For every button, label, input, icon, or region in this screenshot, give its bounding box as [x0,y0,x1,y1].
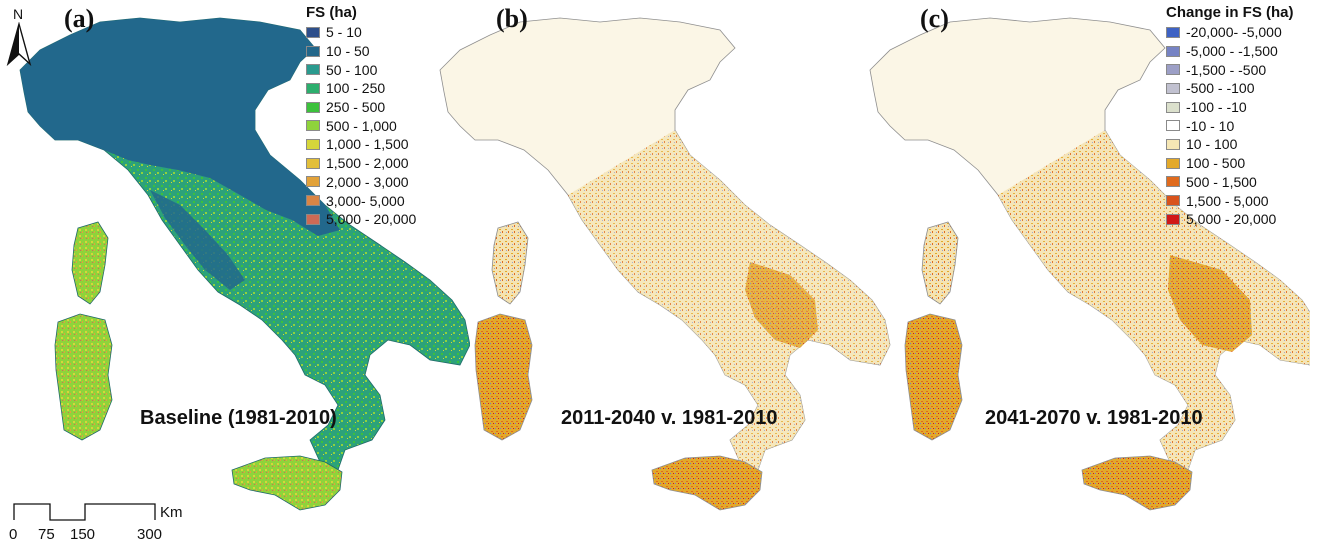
scale-unit: Km [160,504,183,521]
legend-fs-label: 10 - 50 [326,43,370,60]
legend-change-title: Change in FS (ha) [1166,4,1294,21]
legend-fs-label: 500 - 1,000 [326,117,397,134]
legend-change-swatch [1166,101,1180,113]
legend-fs-swatch [306,64,320,76]
caption-2011-2040: 2011-2040 v. 1981-2010 [561,407,778,429]
panel-b: (b) 2011-2040 v. 1981-2010 [410,0,891,550]
legend-fs-item: 100 - 250 [306,79,416,98]
legend-change-label: -5,000 - -1,500 [1186,43,1278,60]
legend-change-item: 10 - 100 [1166,135,1294,154]
panel-letter-c: (c) [920,4,949,33]
legend-fs: FS (ha) 5 - 10 10 - 50 50 - 100 100 - 250 25… [306,4,416,229]
legend-change-label: 500 - 1,500 [1186,173,1257,190]
scale-tick-0: 0 [9,526,18,543]
panel-letter-a: (a) [64,4,95,33]
north-arrow: N [6,6,34,67]
legend-change-swatch [1166,45,1180,57]
legend-fs-swatch [306,45,320,57]
legend-change-item: 500 - 1,500 [1166,173,1294,192]
caption-2041-2070: 2041-2070 v. 1981-2010 [985,407,1203,429]
legend-change-label: -100 - -10 [1186,99,1247,116]
legend-change-swatch [1166,64,1180,76]
legend-change-label: -10 - 10 [1186,117,1235,134]
north-arrow-icon [6,22,32,67]
legend-change-swatch [1166,26,1180,38]
legend-fs-item: 5 - 10 [306,23,416,42]
map-2041-2070 [869,17,1310,511]
legend-fs-swatch [306,213,320,225]
legend-fs-swatch [306,138,320,150]
legend-change-item: -1,500 - -500 [1166,60,1294,79]
panel-letter-b: (b) [496,4,528,33]
legend-fs-swatch [306,176,320,188]
map-2011-2040 [439,17,891,511]
legend-change-label: -20,000- -5,000 [1186,24,1282,41]
legend-change-item: -500 - -100 [1166,79,1294,98]
legend-change-label: 1,500 - 5,000 [1186,192,1269,209]
legend-change-swatch [1166,157,1180,169]
legend-fs-label: 1,000 - 1,500 [326,136,409,153]
legend-change-label: 5,000 - 20,000 [1186,211,1277,228]
legend-fs-swatch [306,120,320,132]
legend-fs-items: 5 - 10 10 - 50 50 - 100 100 - 250 250 - 500 5… [306,23,416,229]
legend-change-item: 1,500 - 5,000 [1166,191,1294,210]
scale-tick-300: 300 [137,526,163,543]
legend-fs-item: 3,000- 5,000 [306,191,416,210]
legend-fs-item: 1,500 - 2,000 [306,154,416,173]
legend-fs-label: 100 - 250 [326,80,386,97]
legend-fs-label: 50 - 100 [326,61,378,78]
legend-fs-item: 500 - 1,000 [306,116,416,135]
legend-change: Change in FS (ha) -20,000- -5,000 -5,000 … [1166,4,1294,229]
legend-fs-item: 5,000 - 20,000 [306,210,416,229]
legend-change-item: 5,000 - 20,000 [1166,210,1294,229]
north-label: N [13,6,24,22]
legend-fs-item: 250 - 500 [306,98,416,117]
legend-fs-item: 50 - 100 [306,60,416,79]
legend-change-item: -100 - -10 [1166,98,1294,117]
scale-bar: Km 0 75 150 300 [9,500,190,546]
panel-c: (c) 2041-2070 v. 1981-2010 [840,0,1322,550]
legend-fs-swatch [306,157,320,169]
legend-fs-label: 5,000 - 20,000 [326,211,417,228]
legend-fs-item: 2,000 - 3,000 [306,173,416,192]
legend-fs-swatch [306,26,320,38]
legend-change-swatch [1166,213,1180,225]
legend-fs-label: 5 - 10 [326,24,362,41]
legend-change-swatch [1166,176,1180,188]
legend-fs-label: 3,000- 5,000 [326,192,405,209]
legend-fs-swatch [306,82,320,94]
legend-change-label: 100 - 500 [1186,155,1246,172]
legend-fs-label: 2,000 - 3,000 [326,173,409,190]
legend-change-items: -20,000- -5,000 -5,000 - -1,500 -1,500 - -… [1166,23,1294,229]
legend-change-item: -10 - 10 [1166,116,1294,135]
legend-change-label: 10 - 100 [1186,136,1238,153]
legend-change-label: -1,500 - -500 [1186,61,1267,78]
scale-bar-graphic [13,503,156,521]
legend-fs-label: 250 - 500 [326,99,386,116]
legend-change-swatch [1166,138,1180,150]
legend-fs-swatch [306,101,320,113]
legend-fs-label: 1,500 - 2,000 [326,155,409,172]
legend-change-label: -500 - -100 [1186,80,1255,97]
panel-a: (a) Baseline (1981-2010) [0,0,470,550]
legend-change-item: -5,000 - -1,500 [1166,42,1294,61]
legend-fs-swatch [306,195,320,207]
scale-tick-150: 150 [70,526,96,543]
map-baseline [19,17,470,511]
scale-tick-75: 75 [38,526,55,543]
legend-fs-title: FS (ha) [306,4,357,21]
legend-change-swatch [1166,120,1180,132]
legend-change-item: -20,000- -5,000 [1166,23,1294,42]
legend-change-swatch [1166,195,1180,207]
caption-baseline: Baseline (1981-2010) [140,407,337,429]
legend-fs-item: 1,000 - 1,500 [306,135,416,154]
legend-fs-item: 10 - 50 [306,42,416,61]
legend-change-item: 100 - 500 [1166,154,1294,173]
legend-change-swatch [1166,82,1180,94]
